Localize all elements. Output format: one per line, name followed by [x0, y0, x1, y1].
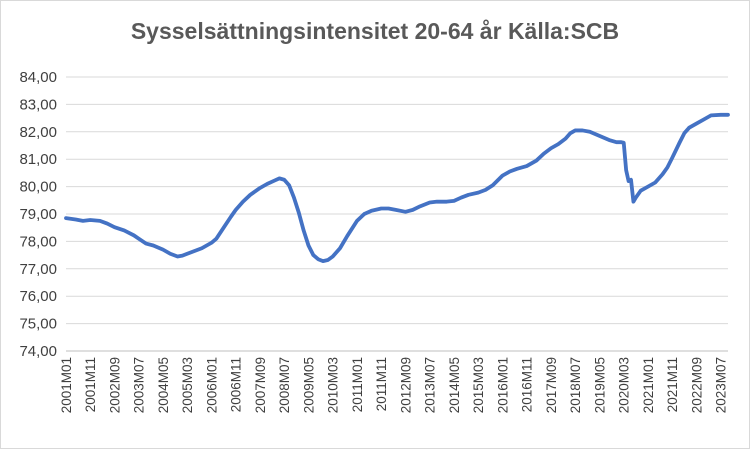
x-tick-label: 2021M11 [665, 357, 680, 412]
x-tick-label: 2013M07 [423, 357, 438, 413]
x-tick-label: 2011M01 [350, 357, 365, 412]
y-tick-label: 78,00 [19, 233, 57, 250]
series-line [64, 112, 730, 264]
y-tick-label: 81,00 [19, 151, 57, 168]
y-tick-label: 79,00 [19, 206, 57, 223]
x-tick-label: 2009M05 [301, 357, 316, 413]
x-tick-label: 2012M09 [398, 357, 413, 413]
x-tick-label: 2005M03 [180, 357, 195, 413]
x-tick-label: 2015M03 [471, 357, 486, 413]
x-tick-label: 2011M11 [374, 357, 389, 411]
x-tick-label: 2004M05 [156, 357, 171, 413]
y-tick-label: 83,00 [19, 96, 57, 113]
x-tick-label: 2008M07 [277, 357, 292, 413]
y-tick-label: 84,00 [19, 69, 57, 86]
x-tick-label: 2020M03 [617, 357, 632, 413]
y-tick-label: 80,00 [19, 179, 57, 196]
x-tick-label: 2023M07 [714, 357, 729, 413]
x-tick-label: 2016M01 [495, 357, 510, 413]
series-group [64, 112, 730, 264]
x-tick-label: 2018M07 [568, 357, 583, 413]
y-tick-label: 76,00 [19, 288, 57, 305]
x-tick-label: 2014M05 [447, 357, 462, 413]
y-tick-label: 75,00 [19, 316, 57, 333]
x-tick-label: 2022M09 [689, 357, 704, 413]
chart-title: Sysselsättningsintensitet 20-64 år Källa… [130, 18, 620, 44]
x-tick-label: 2003M07 [132, 357, 147, 413]
x-tick-label: 2006M01 [204, 357, 219, 413]
gridlines [66, 76, 728, 352]
x-tick-label: 2019M05 [592, 357, 607, 413]
x-tick-label: 2010M03 [326, 357, 341, 413]
x-axis-ticks: 2001M01 2001M11 2002M09 2003M07 2004M05 2005M… [59, 357, 729, 413]
x-tick-label: 2017M09 [544, 357, 559, 413]
x-tick-label: 2001M11 [83, 357, 98, 412]
x-tick-label: 2021M01 [641, 357, 656, 413]
x-tick-label: 2002M09 [107, 357, 122, 413]
x-tick-label: 2001M01 [59, 357, 74, 413]
x-tick-label: 2016M11 [520, 357, 535, 412]
y-tick-label: 74,00 [19, 343, 57, 360]
y-axis-ticks: 74,00 75,00 76,00 77,00 78,00 79,00 80,00 81,00… [19, 69, 57, 360]
y-tick-label: 82,00 [19, 124, 57, 141]
y-tick-label: 77,00 [19, 261, 57, 278]
x-tick-label: 2007M09 [253, 357, 268, 413]
x-tick-label: 2006M11 [229, 357, 244, 412]
